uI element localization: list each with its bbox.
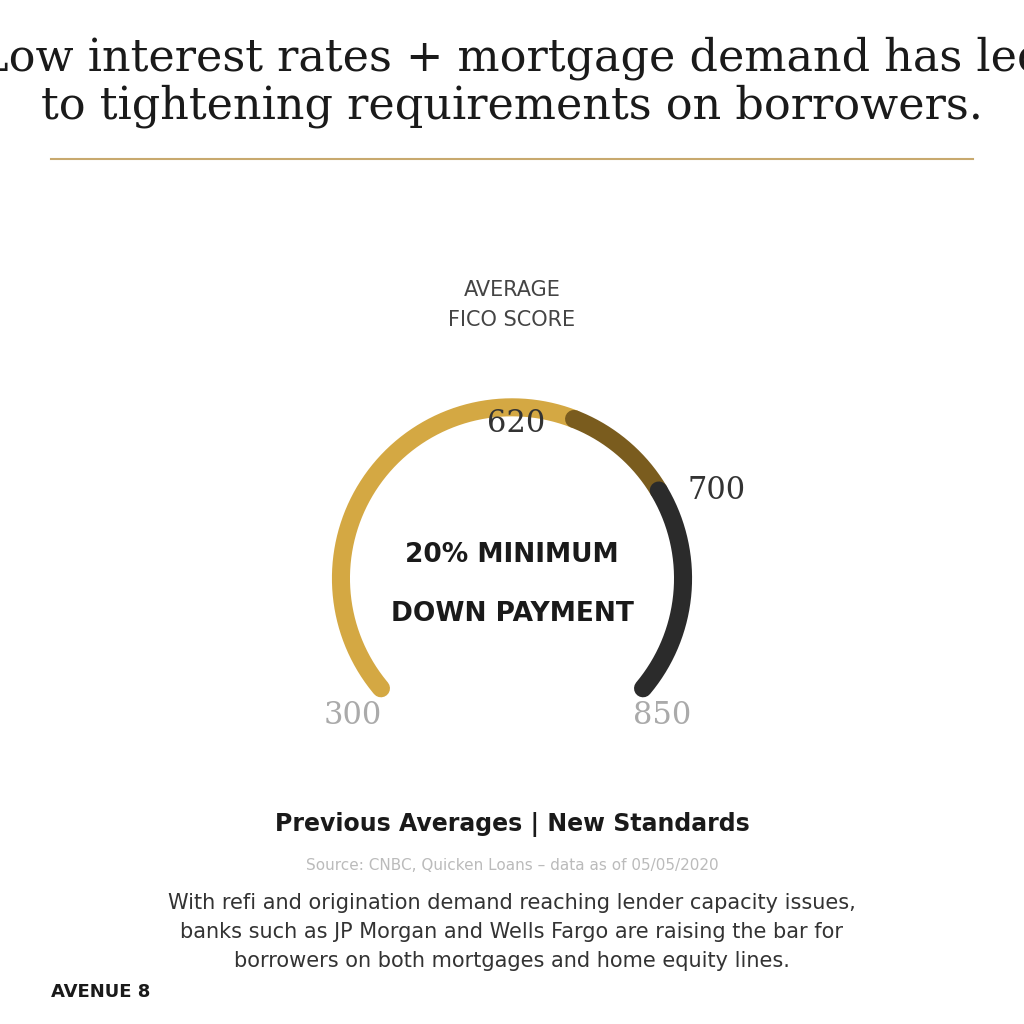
Text: banks such as JP Morgan and Wells Fargo are raising the bar for: banks such as JP Morgan and Wells Fargo … — [180, 922, 844, 942]
Text: borrowers on both mortgages and home equity lines.: borrowers on both mortgages and home equ… — [234, 950, 790, 971]
Text: AVERAGE
FICO SCORE: AVERAGE FICO SCORE — [449, 281, 575, 330]
Text: 850: 850 — [633, 700, 691, 731]
Text: Previous Averages | New Standards: Previous Averages | New Standards — [274, 812, 750, 837]
Text: Source: CNBC, Quicken Loans – data as of 05/05/2020: Source: CNBC, Quicken Loans – data as of… — [306, 858, 718, 872]
Text: With refi and origination demand reaching lender capacity issues,: With refi and origination demand reachin… — [168, 893, 856, 913]
Text: to tightening requirements on borrowers.: to tightening requirements on borrowers. — [41, 84, 983, 128]
Text: 20% MINIMUM: 20% MINIMUM — [406, 542, 618, 567]
Text: AVENUE 8: AVENUE 8 — [51, 983, 151, 1001]
Text: 700: 700 — [687, 475, 745, 506]
Text: 620: 620 — [487, 409, 546, 439]
Text: 300: 300 — [324, 700, 382, 731]
Text: DOWN PAYMENT: DOWN PAYMENT — [390, 601, 634, 627]
Text: Low interest rates + mortgage demand has led: Low interest rates + mortgage demand has… — [0, 36, 1024, 80]
